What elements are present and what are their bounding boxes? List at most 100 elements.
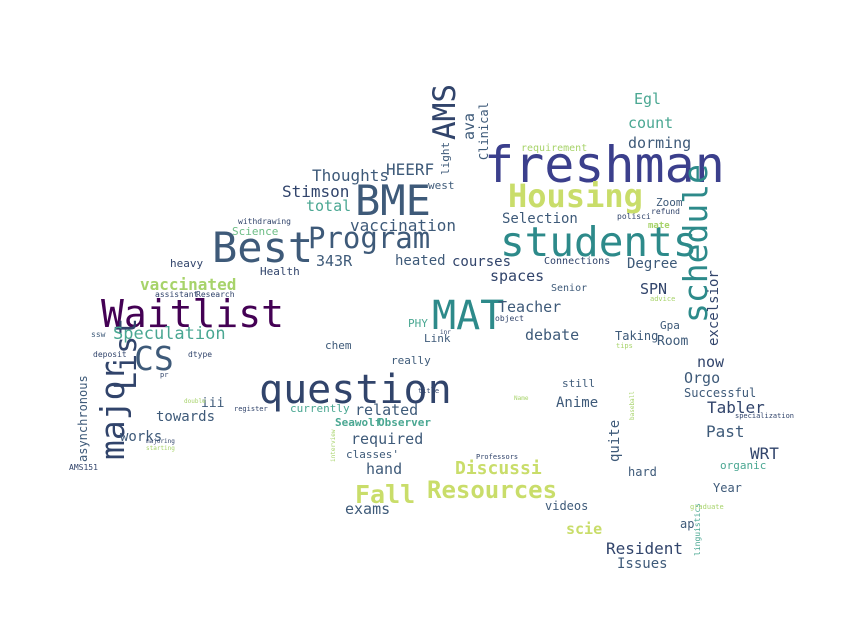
word-starting: starting — [146, 445, 175, 452]
word-register: register — [234, 405, 268, 413]
word-heavy: heavy — [170, 257, 204, 270]
word-discussi: Discussi — [455, 458, 542, 479]
word-object: object — [495, 314, 524, 323]
word-degree: Degree — [627, 256, 678, 272]
word-now: now — [697, 353, 725, 371]
word-housing: Housing — [508, 177, 643, 215]
word-really: really — [391, 354, 431, 367]
word-egl: Egl — [634, 90, 662, 108]
word-health: Health — [260, 265, 300, 278]
word-withdrawing: withdrawing — [238, 217, 291, 226]
word-baseball: baseball — [629, 391, 636, 420]
word-exams: exams — [345, 500, 391, 518]
word-taking: Taking — [615, 329, 659, 343]
word-room: Room — [657, 334, 689, 349]
word-vaccinated: vaccinated — [140, 275, 237, 294]
word-vaccination: vaccination — [350, 216, 456, 235]
word-assistant: assistant — [155, 290, 199, 299]
word-requirement: requirement — [521, 143, 588, 154]
word-scie: scie — [566, 520, 603, 538]
word-bme: BME — [355, 176, 431, 225]
word-ava: ava — [460, 112, 478, 140]
word-wrt: WRT — [750, 444, 779, 463]
word-resources: Resources — [427, 476, 558, 504]
word-advice: advice — [650, 295, 676, 303]
word-year: Year — [713, 481, 742, 495]
word-fall: Fall — [355, 480, 416, 509]
word-refund: refund — [651, 207, 680, 216]
word-hard: hard — [628, 465, 657, 479]
word-spn: SPN — [640, 280, 668, 298]
word-thoughts: Thoughts — [312, 166, 390, 185]
word-waitlist: Waitlist — [101, 292, 285, 336]
word-chem: chem — [325, 339, 352, 352]
word-phy: PHY — [408, 317, 428, 330]
word-pr: pr — [160, 371, 169, 379]
word-works: works — [120, 429, 163, 445]
word-dorming: dorming — [628, 134, 692, 152]
word-orgo: Orgo — [684, 369, 721, 387]
word-light: light — [439, 141, 452, 175]
word-anime: Anime — [556, 395, 599, 411]
word-still: still — [562, 377, 596, 390]
word-tips: tips — [616, 342, 633, 350]
word-count: count — [628, 114, 674, 132]
word-iii: iii — [201, 396, 225, 411]
word-classes: classes' — [346, 448, 399, 461]
word-resident: Resident — [606, 539, 684, 558]
word-343r: 343R — [316, 252, 353, 270]
word-debate: debate — [525, 326, 580, 344]
word-hand: hand — [366, 460, 403, 478]
word-ssw: ssw — [91, 330, 106, 339]
word-interview: interview — [330, 429, 337, 462]
word-successful: Successful — [684, 386, 757, 400]
word-mate: mate — [648, 221, 670, 231]
word-speculation: Speculation — [113, 324, 226, 344]
word-selection: Selection — [502, 211, 578, 227]
word-excelsior: excelsior — [706, 270, 722, 346]
word-clinical: Clinical — [477, 102, 491, 160]
word-majoring: majoring — [146, 438, 175, 445]
word-research: Research — [196, 290, 235, 299]
word-question: question — [259, 367, 452, 413]
word-dtype: dtype — [188, 350, 213, 359]
word-freshman: freshman — [484, 136, 725, 194]
word-senior: Senior — [551, 283, 588, 294]
word-videos: videos — [545, 499, 589, 513]
word-double: double — [184, 398, 206, 405]
word-tabler: Tabler — [707, 398, 765, 417]
word-spaces: spaces — [490, 267, 545, 285]
word-towards: towards — [156, 409, 216, 425]
word-students: students — [500, 218, 698, 266]
word-seawolf: Seawolf — [335, 416, 382, 429]
word-zoom: Zoom — [656, 196, 683, 209]
word-observer: Observer — [378, 416, 431, 429]
word-deposit: deposit — [93, 350, 127, 359]
word-connections: Connections — [544, 256, 611, 267]
word-heated: heated — [395, 253, 446, 269]
word-issues: Issues — [617, 556, 668, 572]
word-inr: inr — [440, 329, 451, 336]
word-required: required — [351, 430, 424, 448]
word-stimson: Stimson — [282, 182, 350, 201]
word-teacher: Teacher — [498, 298, 562, 316]
word-related: related — [355, 401, 419, 419]
word-name: Name — [514, 395, 529, 402]
word-program: Program — [308, 221, 431, 255]
word-mat: MAT — [432, 293, 505, 339]
word-gpa: Gpa — [660, 319, 680, 332]
word-graduate: graduate — [690, 503, 724, 511]
word-ap: ap — [680, 517, 695, 531]
word-past: Past — [706, 422, 745, 441]
word-quite: quite — [607, 419, 623, 462]
word-cs: CS — [134, 339, 174, 378]
word-specialization: specialization — [735, 412, 795, 420]
word-professors: Professors — [476, 453, 519, 461]
word-organic: organic — [720, 459, 767, 472]
word-best: Best — [212, 223, 314, 272]
word-ams151: AMS151 — [69, 463, 98, 472]
word-west: west — [428, 179, 455, 192]
word-total: total — [306, 197, 352, 215]
word-science: Science — [232, 225, 279, 238]
